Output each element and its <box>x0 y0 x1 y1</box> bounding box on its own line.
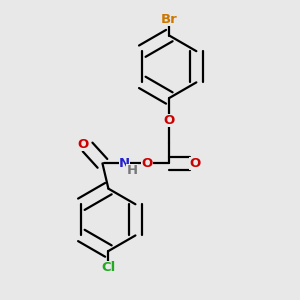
Text: O: O <box>77 138 89 151</box>
Text: O: O <box>189 157 200 170</box>
Text: O: O <box>164 114 175 127</box>
Text: O: O <box>141 157 153 170</box>
Text: Cl: Cl <box>101 261 116 274</box>
Text: Br: Br <box>161 13 178 26</box>
Text: N: N <box>119 157 130 170</box>
Text: H: H <box>127 164 138 177</box>
